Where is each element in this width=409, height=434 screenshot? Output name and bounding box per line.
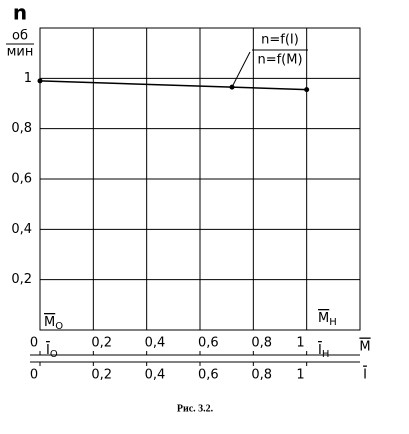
y-tick-label: 0,6 [11, 172, 32, 187]
data-line [39, 80, 307, 91]
x-axis-label: M [359, 340, 370, 355]
y-unit-den: мин [7, 45, 34, 60]
data-point [304, 87, 310, 93]
x-tick-label: 0,8 [251, 336, 272, 351]
x-tick-label: 0,6 [198, 368, 219, 383]
x-tick-label: 0,2 [91, 368, 112, 383]
y-unit-num: об [12, 29, 28, 44]
x-tick-label: 0,8 [251, 368, 272, 383]
annotation: MО [44, 315, 63, 333]
curve-label: n=f(I) [261, 33, 299, 48]
x-tick-label: 0,4 [145, 336, 166, 351]
y-tick-label: 1 [24, 71, 32, 86]
y-tick-label: 0,2 [11, 272, 32, 287]
x-tick-label: 1 [296, 336, 304, 351]
annotation-sub: Н [329, 317, 337, 328]
y-tick-label: 0,4 [11, 222, 32, 237]
caption: Рис. 3.2. [177, 403, 214, 414]
annotation-sub: Н [322, 349, 330, 360]
annotation: MН [318, 311, 337, 329]
annotation-main: M [318, 311, 329, 326]
annotation-sub: О [50, 349, 58, 360]
x-tick-label: 0 [30, 336, 38, 351]
annotation-sub: О [55, 321, 63, 332]
x-tick-label: 0 [30, 368, 38, 383]
leader-line [231, 51, 251, 88]
x-tick-label: 1 [296, 368, 304, 383]
annotation-main: M [44, 315, 55, 330]
annotation-main: I [46, 343, 50, 358]
annotation-main: I [318, 343, 322, 358]
y-label: n [13, 1, 27, 25]
y-tick-label: 0,8 [11, 121, 32, 136]
x-axis-label: I [363, 368, 367, 383]
annotation: IО [46, 343, 58, 361]
x-tick-label: 0,6 [198, 336, 219, 351]
data-point [37, 78, 43, 84]
x-tick-label: 0,2 [91, 336, 112, 351]
curve-label: n=f(M) [257, 53, 302, 68]
x-tick-label: 0,4 [145, 368, 166, 383]
annotation: IН [318, 343, 329, 361]
